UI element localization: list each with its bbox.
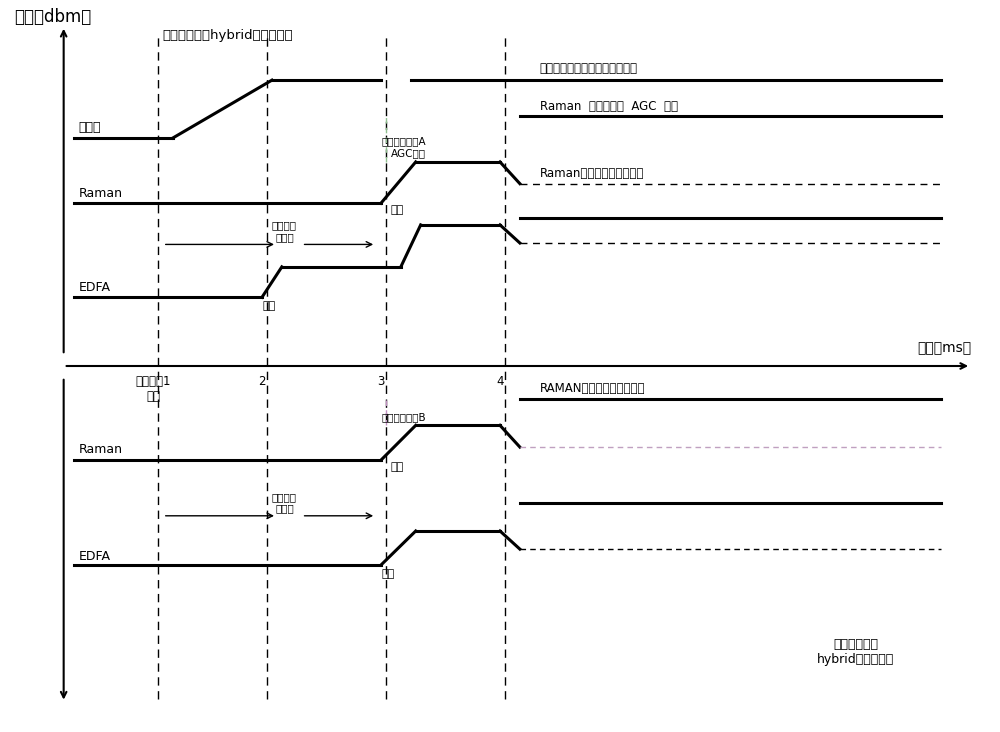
- Text: 时间（ms）: 时间（ms）: [917, 341, 971, 355]
- Text: 开泵: 开泵: [262, 301, 275, 311]
- Text: 4: 4: [496, 375, 504, 388]
- Text: 自动增益校准完成后切换到目标: 自动增益校准完成后切换到目标: [540, 62, 638, 75]
- Text: 3: 3: [377, 375, 385, 388]
- Text: 输入光稳
定判断: 输入光稳 定判断: [272, 492, 297, 514]
- Text: 级联中第一台hybrid开泵时序图: 级联中第一台hybrid开泵时序图: [163, 29, 293, 42]
- Text: Raman: Raman: [79, 187, 123, 200]
- Text: Raman  切换到目标  AGC  模式: Raman 切换到目标 AGC 模式: [540, 100, 678, 113]
- Text: Raman: Raman: [79, 444, 123, 457]
- Text: EDFA: EDFA: [79, 281, 111, 294]
- Text: AGC模式: AGC模式: [391, 149, 426, 158]
- Text: 自动增益校准B: 自动增益校准B: [381, 411, 426, 422]
- Text: 开泵: 开泵: [391, 206, 404, 215]
- Text: 级联中第二台
hybrid开泵时序图: 级联中第二台 hybrid开泵时序图: [817, 638, 895, 666]
- Text: EDFA: EDFA: [79, 550, 111, 563]
- Text: 输入光: 输入光: [79, 122, 101, 135]
- Text: 功率（dbm）: 功率（dbm）: [14, 8, 91, 26]
- Text: 开泵: 开泵: [391, 462, 404, 472]
- Text: 输入光稳
定判断: 输入光稳 定判断: [272, 220, 297, 242]
- Text: Raman自动增益校准完成后: Raman自动增益校准完成后: [540, 167, 644, 180]
- Text: 开泵: 开泵: [381, 569, 394, 579]
- Text: 自动增益校准A: 自动增益校准A: [381, 136, 426, 146]
- Text: 开泵请求1
时刻: 开泵请求1 时刻: [135, 375, 171, 403]
- Text: RAMAN到达错误的目标增益: RAMAN到达错误的目标增益: [540, 382, 645, 395]
- Text: 2: 2: [258, 375, 266, 388]
